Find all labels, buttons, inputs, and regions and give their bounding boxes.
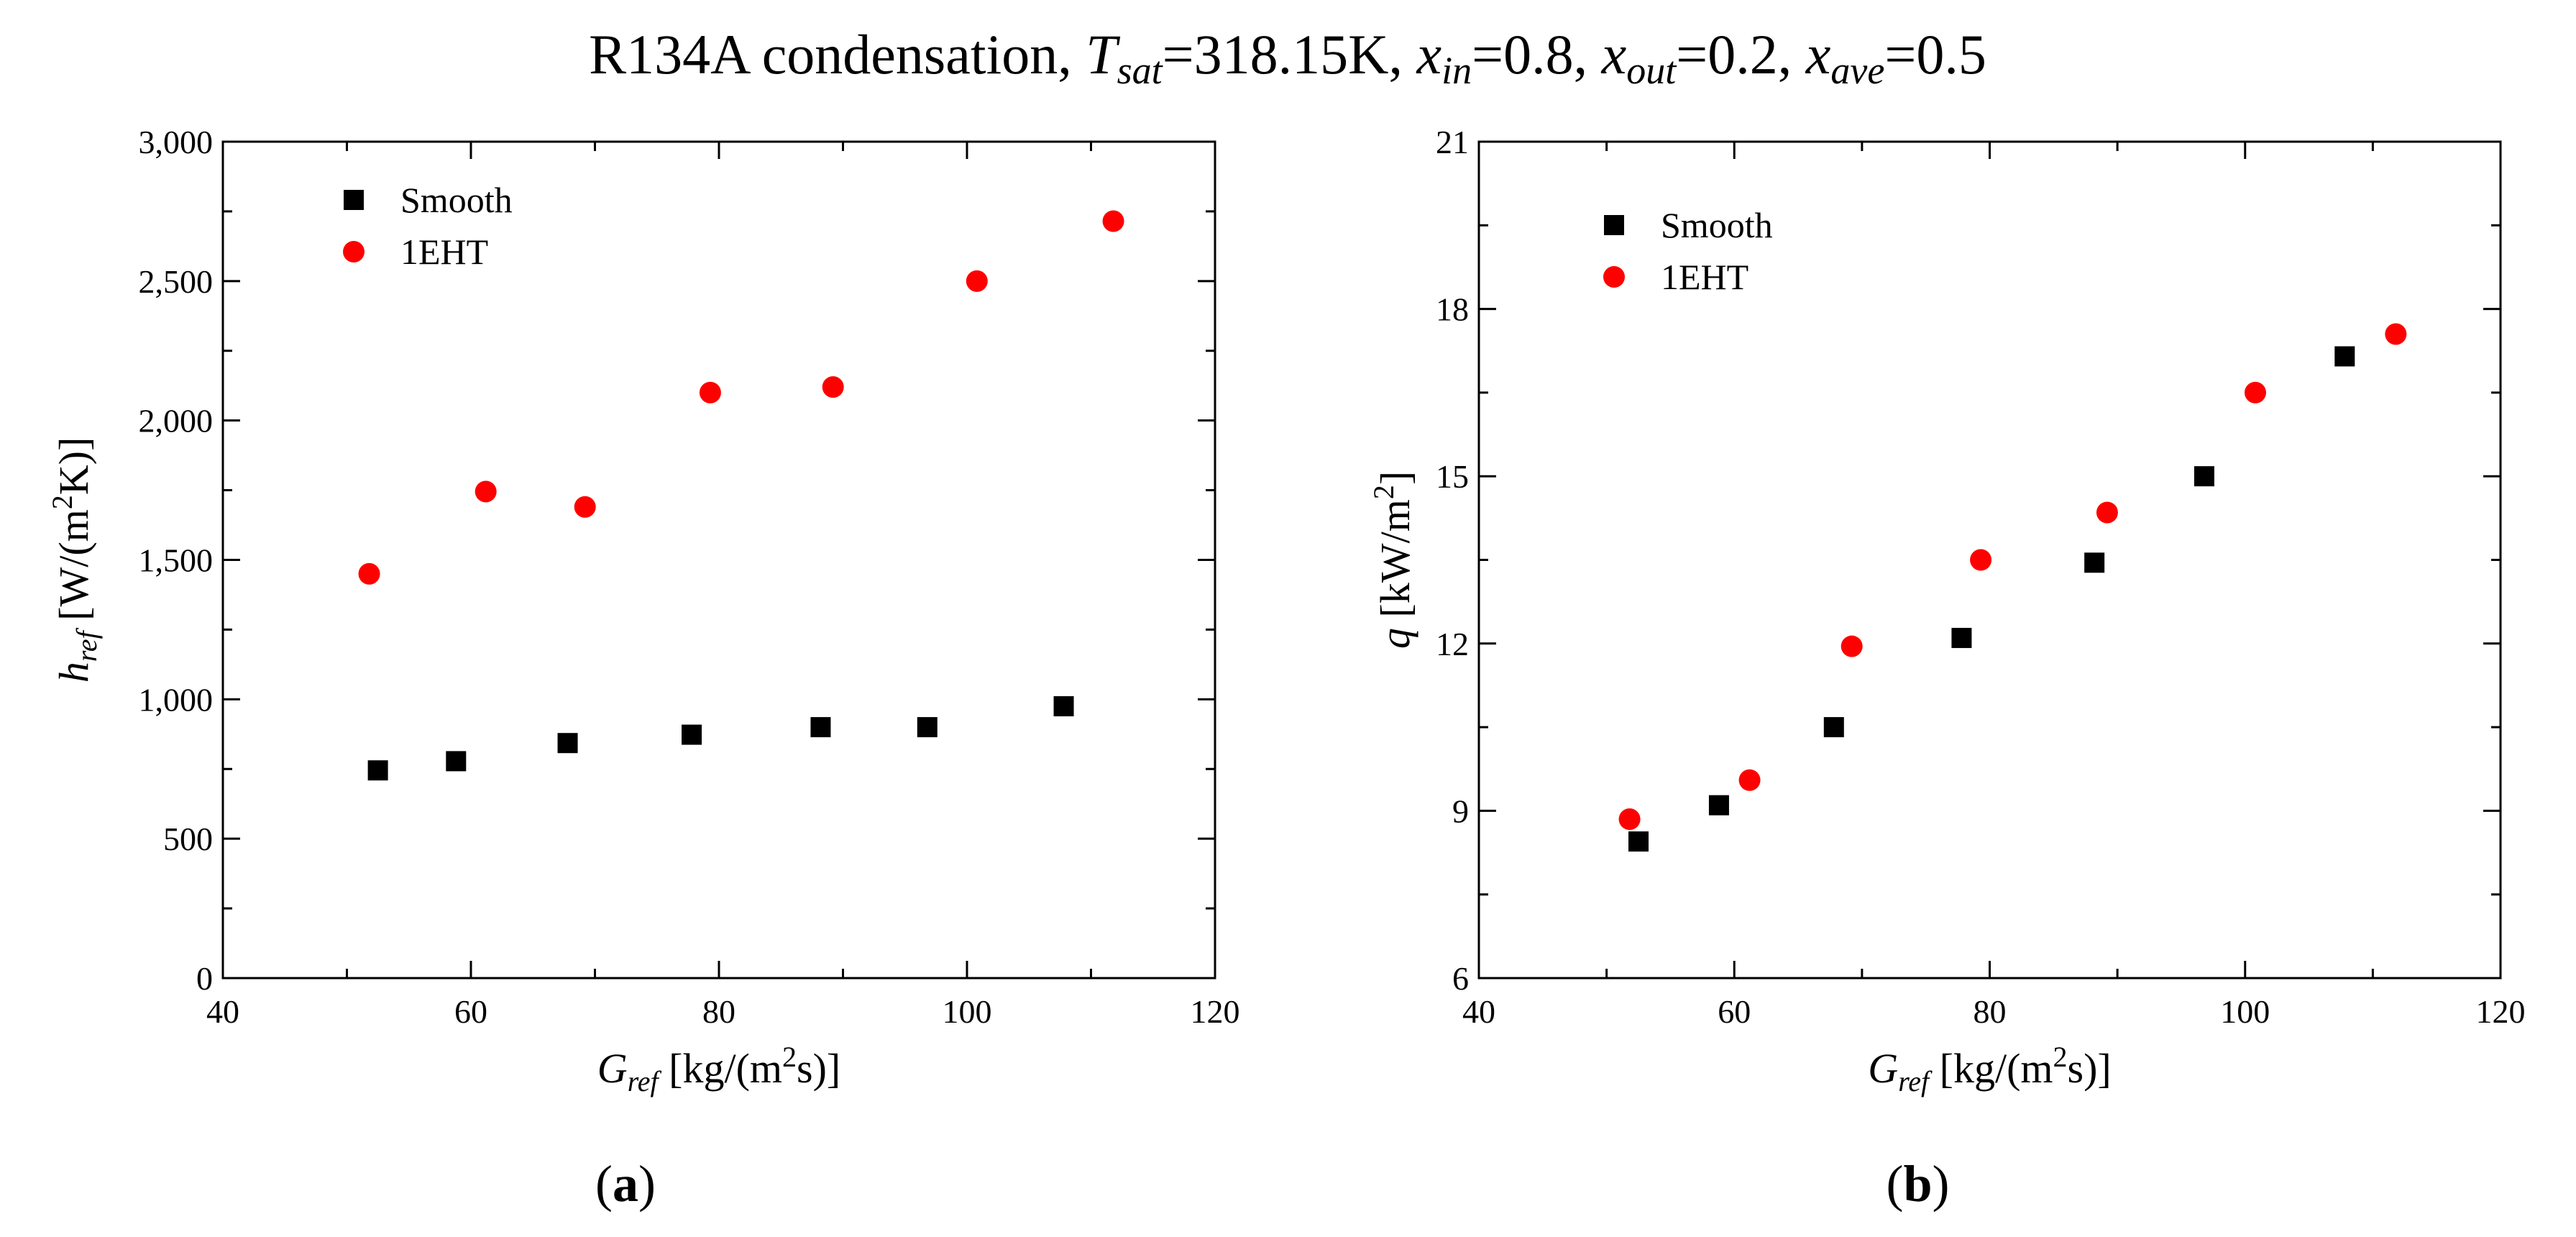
data-point-smooth	[1708, 795, 1729, 816]
data-point-1eht	[574, 496, 596, 518]
y-tick-label: 500	[163, 821, 213, 857]
y-tick-label: 2,000	[139, 403, 214, 439]
y-tick-label: 9	[1452, 793, 1469, 829]
x-tick-label: 100	[2220, 993, 2270, 1030]
data-point-smooth	[367, 760, 388, 781]
x-axis-label: Gref [kg/(m2s)]	[1868, 1041, 2111, 1097]
data-point-smooth	[1053, 696, 1074, 717]
data-point-1eht	[1102, 210, 1124, 232]
legend-label-smooth: Smooth	[1661, 205, 1773, 245]
data-point-smooth	[1628, 831, 1649, 852]
data-point-1eht	[2244, 381, 2266, 403]
chart-panel-a: 40 60 80 100 120 0 500 1,000 1,500 2,000 2,500 3,00…	[46, 124, 1240, 1213]
data-point-1eht	[1970, 549, 1992, 571]
data-point-smooth	[917, 717, 938, 738]
y-axis-label: q [kW/m2]	[1367, 471, 1418, 649]
figure-title: R134A condensation, Tsat=318.15K, xin=0.…	[589, 23, 1986, 92]
y-tick-label: 1,000	[139, 681, 214, 718]
y-tick-label: 2,500	[139, 263, 214, 300]
x-axis-label: Gref [kg/(m2s)]	[597, 1041, 840, 1097]
data-point-1eht	[699, 381, 721, 403]
y-tick-label: 15	[1436, 458, 1469, 495]
legend-marker-smooth	[1604, 215, 1624, 235]
x-tick-label: 100	[943, 993, 992, 1030]
data-point-smooth	[2334, 346, 2355, 367]
data-point-1eht	[822, 376, 844, 398]
data-point-smooth	[1823, 717, 1844, 738]
data-point-1eht	[1841, 635, 1863, 657]
data-point-1eht	[475, 480, 497, 503]
x-tick-label: 40	[206, 993, 239, 1030]
panel-label-b: (b)	[1886, 1155, 1949, 1213]
data-point-smooth	[810, 717, 831, 738]
y-tick-label: 6	[1452, 960, 1469, 997]
x-tick-label: 120	[2476, 993, 2526, 1030]
data-point-1eht	[2096, 501, 2118, 524]
y-tick-label: 0	[196, 960, 213, 997]
panel-label-a: (a)	[595, 1155, 656, 1213]
legend-label-1eht: 1EHT	[400, 232, 488, 272]
data-point-smooth	[2194, 466, 2214, 487]
plot-frame	[221, 140, 1216, 980]
x-tick-label: 80	[1974, 993, 2007, 1030]
data-point-smooth	[2084, 552, 2105, 573]
x-tick-label: 40	[1462, 993, 1495, 1030]
x-tick-label: 60	[1718, 993, 1751, 1030]
legend-label-1eht: 1EHT	[1661, 257, 1748, 297]
legend-marker-smooth	[344, 190, 364, 210]
data-point-smooth	[1951, 628, 1972, 649]
x-tick-label: 60	[454, 993, 487, 1030]
x-tick-label: 80	[702, 993, 735, 1030]
y-tick-label: 3,000	[139, 124, 214, 160]
y-tick-label: 1,500	[139, 542, 214, 579]
data-point-1eht	[1738, 769, 1761, 791]
data-point-smooth	[557, 733, 578, 754]
chart-panel-b: 40 60 80 100 120 6 9 12 15 18 21 Gref [kg/(m2s)] q […	[1367, 124, 2526, 1213]
legend-marker-1eht	[1603, 266, 1625, 288]
legend-label-smooth: Smooth	[400, 180, 513, 220]
x-tick-label: 120	[1191, 993, 1240, 1030]
data-point-smooth	[446, 751, 467, 772]
y-axis-label: href [W/(m2K)]	[46, 437, 103, 683]
data-point-smooth	[682, 724, 702, 745]
data-point-1eht	[1618, 808, 1641, 831]
y-tick-label: 18	[1436, 291, 1469, 328]
data-point-1eht	[2385, 323, 2407, 345]
y-tick-label: 21	[1436, 124, 1469, 160]
data-point-1eht	[358, 562, 380, 585]
y-tick-label: 12	[1436, 626, 1469, 662]
data-point-1eht	[966, 270, 988, 292]
legend-marker-1eht	[343, 241, 365, 263]
